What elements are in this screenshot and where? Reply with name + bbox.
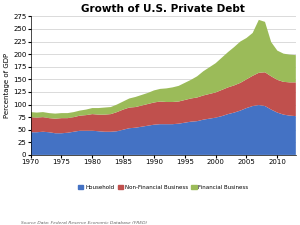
Title: Growth of U.S. Private Debt: Growth of U.S. Private Debt [81,4,245,14]
Y-axis label: Percentage of GDP: Percentage of GDP [4,53,10,118]
Legend: Household, Non-Financial Business, Financial Business: Household, Non-Financial Business, Finan… [76,183,251,192]
Text: Source Data: Federal Reserve Economic Database (FRED): Source Data: Federal Reserve Economic Da… [21,221,147,225]
